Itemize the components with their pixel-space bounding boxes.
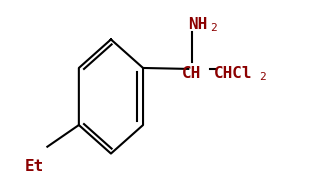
Text: CH: CH (182, 66, 201, 81)
Text: 2: 2 (210, 23, 217, 33)
Text: Et: Et (25, 159, 44, 174)
Text: CHCl: CHCl (214, 66, 253, 81)
Text: 2: 2 (259, 73, 266, 82)
Text: NH: NH (188, 17, 208, 32)
